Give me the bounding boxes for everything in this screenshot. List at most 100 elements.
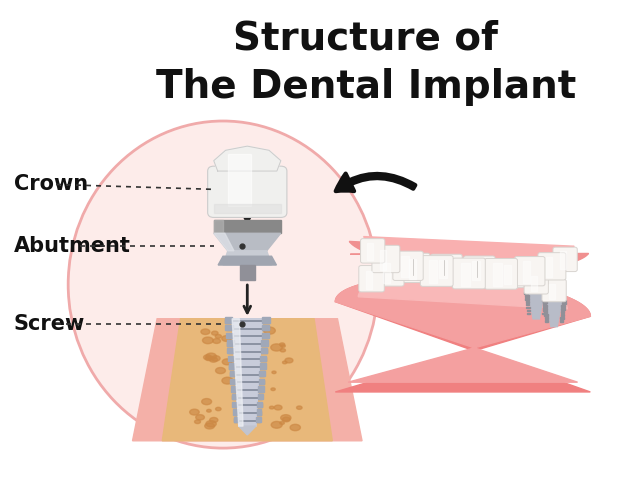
- Polygon shape: [229, 363, 235, 369]
- Polygon shape: [233, 409, 238, 415]
- Polygon shape: [214, 233, 234, 251]
- Polygon shape: [336, 277, 590, 392]
- Text: Abutment: Abutment: [14, 236, 130, 256]
- FancyBboxPatch shape: [208, 166, 287, 218]
- Ellipse shape: [280, 415, 291, 421]
- Polygon shape: [232, 319, 262, 426]
- Text: Structure of: Structure of: [233, 19, 498, 57]
- Polygon shape: [214, 219, 280, 233]
- Polygon shape: [232, 395, 262, 399]
- Polygon shape: [542, 300, 546, 301]
- Polygon shape: [226, 332, 233, 338]
- Polygon shape: [545, 317, 548, 319]
- Polygon shape: [528, 292, 544, 319]
- Ellipse shape: [222, 359, 232, 365]
- Polygon shape: [561, 308, 565, 310]
- Ellipse shape: [206, 353, 217, 359]
- Polygon shape: [258, 386, 264, 392]
- Polygon shape: [231, 380, 264, 384]
- FancyBboxPatch shape: [524, 272, 548, 294]
- Ellipse shape: [212, 331, 218, 335]
- Polygon shape: [231, 386, 237, 392]
- Polygon shape: [526, 304, 530, 305]
- Polygon shape: [225, 319, 269, 323]
- Polygon shape: [232, 319, 243, 426]
- Polygon shape: [439, 260, 447, 278]
- Ellipse shape: [281, 345, 285, 347]
- Polygon shape: [257, 402, 262, 407]
- Ellipse shape: [205, 356, 212, 360]
- Polygon shape: [543, 298, 547, 300]
- Ellipse shape: [205, 423, 215, 429]
- FancyBboxPatch shape: [393, 251, 423, 280]
- FancyBboxPatch shape: [496, 259, 525, 288]
- Ellipse shape: [264, 327, 275, 334]
- Polygon shape: [379, 249, 386, 270]
- Ellipse shape: [68, 121, 378, 448]
- Polygon shape: [213, 204, 281, 213]
- Polygon shape: [240, 265, 255, 280]
- FancyBboxPatch shape: [420, 256, 453, 286]
- Polygon shape: [545, 321, 548, 322]
- FancyBboxPatch shape: [485, 258, 518, 289]
- Polygon shape: [227, 348, 234, 354]
- FancyArrowPatch shape: [336, 174, 415, 191]
- Polygon shape: [543, 307, 546, 308]
- Ellipse shape: [282, 361, 287, 364]
- Polygon shape: [542, 313, 545, 314]
- Polygon shape: [364, 237, 574, 262]
- Polygon shape: [525, 298, 529, 300]
- Polygon shape: [562, 302, 565, 304]
- FancyBboxPatch shape: [542, 279, 567, 302]
- Polygon shape: [358, 275, 567, 309]
- Ellipse shape: [210, 357, 217, 362]
- Polygon shape: [225, 317, 232, 323]
- Polygon shape: [262, 317, 270, 323]
- Polygon shape: [239, 426, 256, 435]
- Polygon shape: [543, 304, 546, 305]
- Polygon shape: [259, 371, 265, 376]
- Polygon shape: [228, 357, 266, 361]
- Polygon shape: [349, 242, 588, 271]
- Polygon shape: [213, 146, 281, 171]
- Polygon shape: [232, 402, 237, 407]
- Ellipse shape: [207, 409, 211, 412]
- FancyBboxPatch shape: [538, 253, 566, 280]
- Polygon shape: [546, 300, 562, 327]
- Polygon shape: [543, 300, 547, 302]
- FancyBboxPatch shape: [463, 256, 495, 283]
- Polygon shape: [228, 155, 251, 206]
- Polygon shape: [560, 251, 565, 269]
- Polygon shape: [525, 292, 528, 294]
- Polygon shape: [493, 263, 502, 286]
- Ellipse shape: [280, 343, 285, 346]
- Polygon shape: [472, 262, 480, 280]
- Polygon shape: [230, 371, 235, 376]
- Ellipse shape: [215, 367, 225, 374]
- Polygon shape: [228, 355, 235, 361]
- Ellipse shape: [274, 405, 282, 410]
- Ellipse shape: [202, 337, 213, 344]
- Ellipse shape: [213, 339, 220, 343]
- Polygon shape: [259, 379, 264, 384]
- Polygon shape: [232, 319, 262, 426]
- Polygon shape: [543, 302, 546, 304]
- Polygon shape: [225, 325, 233, 330]
- Ellipse shape: [270, 406, 274, 409]
- Polygon shape: [367, 243, 373, 260]
- Polygon shape: [230, 373, 264, 376]
- Polygon shape: [544, 292, 548, 294]
- Polygon shape: [560, 321, 563, 322]
- Polygon shape: [523, 261, 530, 283]
- Ellipse shape: [196, 414, 205, 420]
- Polygon shape: [526, 300, 529, 302]
- Polygon shape: [525, 295, 528, 297]
- Ellipse shape: [201, 329, 210, 334]
- Ellipse shape: [271, 421, 282, 428]
- FancyBboxPatch shape: [431, 254, 462, 281]
- Polygon shape: [262, 332, 269, 338]
- Ellipse shape: [190, 409, 199, 415]
- Polygon shape: [214, 219, 223, 233]
- Polygon shape: [561, 311, 565, 313]
- Polygon shape: [461, 263, 470, 286]
